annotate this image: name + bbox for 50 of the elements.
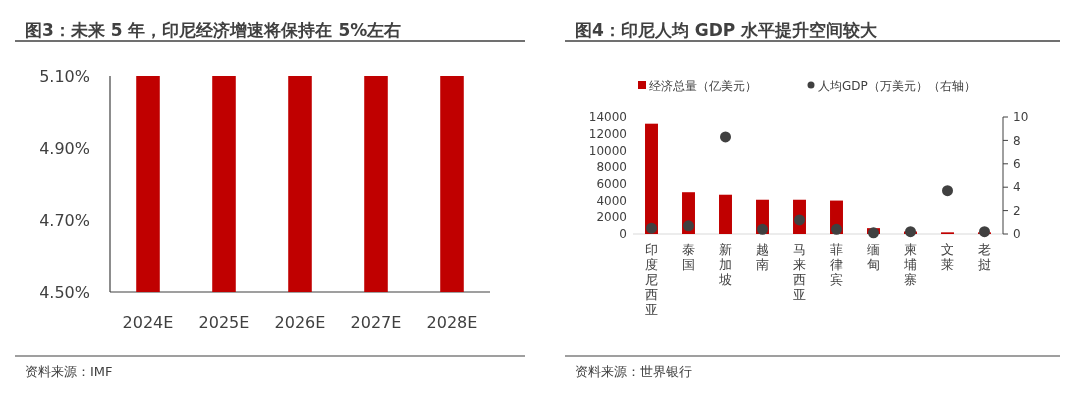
x-tick-label: 2026E <box>274 313 326 332</box>
bar <box>719 194 732 234</box>
text: 资料来源：IMF <box>25 364 113 379</box>
y2-tick-label: 8 <box>1013 133 1021 148</box>
point <box>646 222 657 234</box>
legend-label: 人均GDP（万美元）（右轴） <box>818 79 976 93</box>
x-tick-label: 2028E <box>426 313 478 332</box>
y-tick-label: 12000 <box>588 126 627 141</box>
y-tick-label: 0 <box>619 227 627 242</box>
x-tick-label: 2027E <box>350 313 402 332</box>
y2-tick-label: 6 <box>1013 157 1021 171</box>
chart-title: 图3：未来 5 年，印尼经济增速将保持在 5%左右 <box>25 20 402 40</box>
text: 资料来源：世界银行 <box>575 364 692 379</box>
y-tick-label: 4.90% <box>39 138 90 158</box>
x-tick-label: 2024E <box>122 313 174 332</box>
point <box>831 223 842 235</box>
x-tick-label: 越南 <box>756 242 769 272</box>
point <box>683 220 694 232</box>
x-tick-label: 2025E <box>198 313 250 332</box>
x-tick-label: 菲律宾 <box>830 242 843 287</box>
y-tick-label: 4.50% <box>39 282 90 302</box>
x-tick-label: 老挝 <box>978 242 991 272</box>
y-tick-label: 8000 <box>596 160 627 175</box>
point <box>720 131 731 143</box>
x-tick-label: 柬埔寨 <box>903 242 917 287</box>
y2-tick-label: 0 <box>1013 227 1021 242</box>
y2-tick-label: 2 <box>1013 203 1021 218</box>
y-tick-label: 5.10% <box>39 66 90 86</box>
point <box>868 227 879 239</box>
point <box>905 226 916 238</box>
x-tick-label: 新加坡 <box>718 242 732 287</box>
y2-tick-label: 4 <box>1013 180 1021 195</box>
x-tick-label: 泰国 <box>682 242 695 272</box>
y-tick-label: 2000 <box>596 210 627 225</box>
x-tick-label: 马来西亚 <box>793 242 806 302</box>
chart-title: 图4：印尼人均 GDP 水平提升空间较大 <box>575 20 879 40</box>
y2-tick-label: 10 <box>1013 110 1029 125</box>
x-tick-label: 印度尼西亚 <box>645 242 658 317</box>
x-tick-label: 文莱 <box>941 242 954 272</box>
y-tick-label: 10000 <box>588 143 627 158</box>
point <box>979 226 990 238</box>
y-tick-label: 14000 <box>588 110 627 125</box>
y-tick-label: 4.70% <box>39 210 90 230</box>
bar <box>645 123 658 234</box>
point <box>942 185 953 197</box>
y-tick-label: 4000 <box>596 193 627 208</box>
legend-label: 经济总量（亿美元） <box>649 79 757 93</box>
x-tick-label: 缅甸 <box>867 242 880 272</box>
y-tick-label: 6000 <box>596 177 627 192</box>
point <box>757 223 768 235</box>
